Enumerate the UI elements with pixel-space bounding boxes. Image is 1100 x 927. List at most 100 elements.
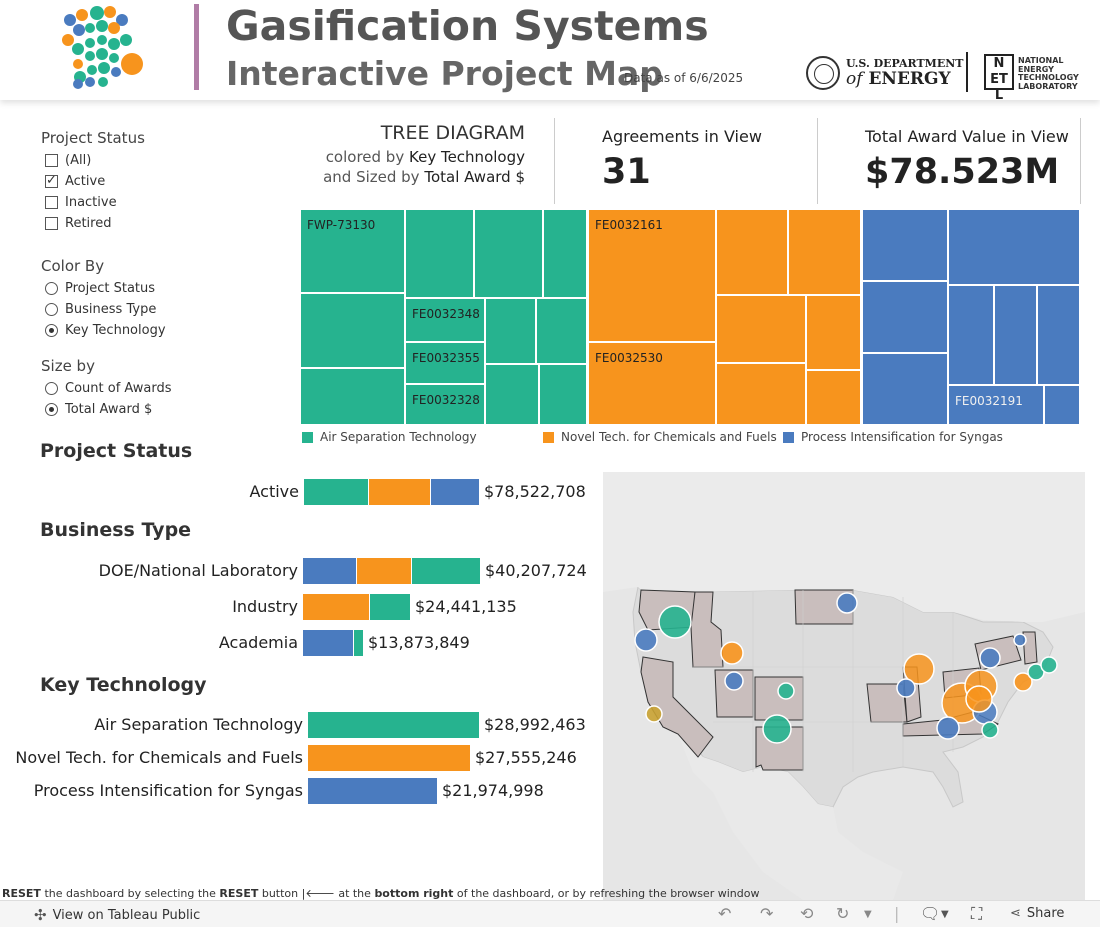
- treemap-cell[interactable]: [405, 209, 474, 298]
- bar-segment[interactable]: [303, 594, 369, 620]
- bar-segment[interactable]: [369, 479, 430, 505]
- share-button[interactable]: ⋖ Share: [1010, 906, 1064, 921]
- treemap-cell[interactable]: [806, 295, 861, 370]
- treemap-cell[interactable]: [994, 285, 1037, 385]
- bar-segment[interactable]: [303, 630, 353, 656]
- netl-logo[interactable]: NETL NATIONAL ENERGY TECHNOLOGY LABORATO…: [984, 54, 1084, 103]
- treemap-cell[interactable]: FE0032348: [405, 298, 485, 342]
- checkbox[interactable]: [45, 154, 58, 167]
- radio-checked[interactable]: [45, 324, 58, 337]
- undo-icon[interactable]: ↶: [718, 904, 732, 923]
- color-by-project-status[interactable]: Project Status: [41, 278, 166, 299]
- bar-segment[interactable]: [308, 745, 470, 771]
- treemap-cell[interactable]: [948, 209, 1080, 285]
- status-option-retired[interactable]: Retired: [41, 213, 145, 234]
- treemap-cell[interactable]: [788, 209, 861, 295]
- radio[interactable]: [45, 303, 58, 316]
- revert-icon[interactable]: ⟲: [800, 904, 814, 923]
- legend-item-novel-tech[interactable]: Novel Tech. for Chemicals and Fuels: [543, 430, 777, 444]
- option-label: (All): [65, 153, 92, 168]
- treemap-cell[interactable]: [300, 368, 405, 425]
- bar-segment[interactable]: [412, 558, 480, 584]
- treemap-cell[interactable]: FE0032328: [405, 384, 485, 425]
- treemap-cell[interactable]: [1037, 285, 1080, 385]
- refresh-icon[interactable]: ↻: [836, 904, 850, 923]
- radio[interactable]: [45, 282, 58, 295]
- treemap-cell[interactable]: FE0032530: [588, 342, 716, 425]
- legend-label: Air Separation Technology: [320, 430, 477, 444]
- tree-title-sized-by: and Sized by Total Award $: [300, 168, 525, 186]
- checkbox[interactable]: [45, 196, 58, 209]
- colored-by-prefix: colored by: [325, 148, 405, 166]
- bar-segment[interactable]: [308, 712, 479, 738]
- treemap-cell-label: FWP-73130: [307, 218, 376, 232]
- comment-icon[interactable]: 🗨: [920, 904, 941, 923]
- filter-title: Color By: [41, 257, 105, 275]
- treemap-cell[interactable]: [1044, 385, 1080, 425]
- checkbox-checked[interactable]: [45, 173, 58, 188]
- chevron-down-icon[interactable]: ▼: [864, 909, 872, 920]
- tree-title-colored-by: colored by Key Technology: [300, 148, 525, 166]
- size-by-total-award[interactable]: Total Award $: [41, 399, 172, 420]
- bar-segment[interactable]: [308, 778, 437, 804]
- legend-item-air-separation[interactable]: Air Separation Technology: [302, 430, 477, 444]
- treemap-cell[interactable]: FWP-73130: [300, 209, 405, 293]
- treemap-cell[interactable]: [862, 353, 948, 425]
- treemap-cell[interactable]: FE0032355: [405, 342, 485, 384]
- project-map[interactable]: [603, 472, 1085, 900]
- treemap-cell[interactable]: [948, 285, 994, 385]
- map-canvas[interactable]: [603, 472, 1085, 900]
- color-by-business-type[interactable]: Business Type: [41, 299, 166, 320]
- treemap-cell[interactable]: [862, 209, 948, 281]
- bar-segment[interactable]: [431, 479, 479, 505]
- toolbar-divider: |: [894, 904, 900, 923]
- bar-segment[interactable]: [304, 479, 368, 505]
- bar-segment[interactable]: [354, 630, 363, 656]
- bar-row[interactable]: Active $78,522,708: [0, 479, 1100, 505]
- radio[interactable]: [45, 382, 58, 395]
- size-by-filter: Size by Count of Awards Total Award $: [41, 357, 172, 420]
- color-by-key-technology[interactable]: Key Technology: [41, 320, 166, 341]
- bar-segment[interactable]: [303, 558, 356, 584]
- treemap-cell[interactable]: [300, 293, 405, 368]
- treemap-cell[interactable]: [543, 209, 587, 298]
- bar-segment[interactable]: [370, 594, 410, 620]
- radio-checked[interactable]: [45, 403, 58, 416]
- bar-row[interactable]: Process Intensification for Syngas $21,97…: [0, 778, 1100, 804]
- view-on-tableau-public-link[interactable]: ✣ View on Tableau Public: [34, 906, 200, 924]
- status-option-active[interactable]: Active: [41, 171, 145, 192]
- treemap-cell[interactable]: FE0032161: [588, 209, 716, 342]
- doe-logo[interactable]: U.S. DEPARTMENT of ENERGY: [806, 54, 964, 94]
- bar-row[interactable]: Industry $24,441,135: [0, 594, 1100, 620]
- treemap-cell[interactable]: [539, 364, 587, 425]
- redo-icon[interactable]: ↷: [760, 904, 774, 923]
- bar-row[interactable]: Academia $13,873,849: [0, 630, 1100, 656]
- legend-swatch: [302, 431, 313, 443]
- status-option-inactive[interactable]: Inactive: [41, 192, 145, 213]
- treemap-cell[interactable]: [716, 209, 788, 295]
- legend-item-process-intensification[interactable]: Process Intensification for Syngas: [783, 430, 1003, 444]
- bar-row[interactable]: Air Separation Technology $28,992,463: [0, 712, 1100, 738]
- treemap-cell[interactable]: [536, 298, 587, 364]
- bar-row[interactable]: DOE/National Laboratory $40,207,724: [0, 558, 1100, 584]
- status-option-all[interactable]: (All): [41, 150, 145, 171]
- treemap-cell[interactable]: [716, 295, 806, 363]
- treemap-cell[interactable]: [862, 281, 948, 353]
- bar-segment[interactable]: [357, 558, 411, 584]
- treemap-cell[interactable]: [474, 209, 543, 298]
- treemap-cell[interactable]: FE0032191: [948, 385, 1044, 425]
- bar-row[interactable]: Novel Tech. for Chemicals and Fuels $27,5…: [0, 745, 1100, 771]
- fullscreen-icon[interactable]: ⛶: [971, 904, 983, 923]
- section-title-business-type: Business Type: [40, 519, 192, 541]
- treemap-cell[interactable]: [485, 364, 539, 425]
- reset-text-post: of the dashboard, or by refreshing the b…: [456, 887, 760, 900]
- checkbox[interactable]: [45, 217, 58, 230]
- reset-text-mid: button |🡐 at the: [261, 887, 371, 900]
- treemap-cell[interactable]: [485, 298, 536, 364]
- treemap-cell[interactable]: [716, 363, 806, 425]
- colored-by-value: Key Technology: [409, 148, 525, 166]
- share-label: Share: [1026, 906, 1065, 921]
- treemap-cell[interactable]: [806, 370, 861, 425]
- size-by-count[interactable]: Count of Awards: [41, 378, 172, 399]
- chevron-down-icon[interactable]: ▼: [941, 909, 949, 920]
